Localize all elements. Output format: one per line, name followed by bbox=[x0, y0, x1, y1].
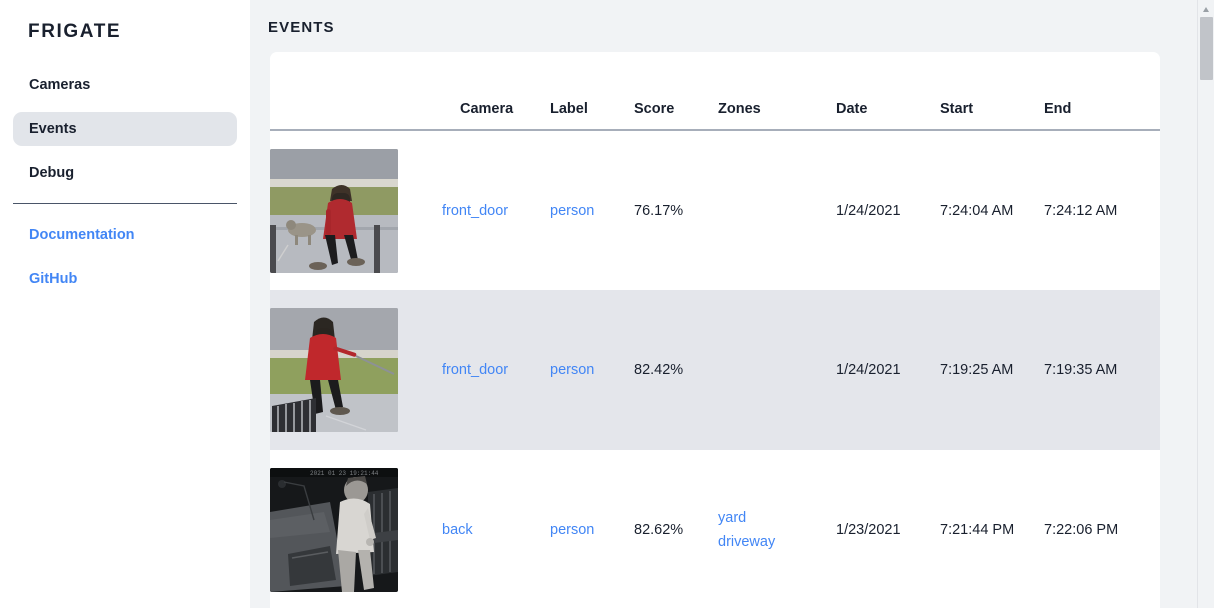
events-table: Camera Label Score Zones Date Start End bbox=[270, 52, 1160, 608]
event-camera-link[interactable]: back bbox=[442, 522, 473, 538]
event-end-cell: 7:19:35 AM bbox=[1044, 290, 1160, 450]
scroll-up-arrow-icon[interactable] bbox=[1198, 0, 1214, 17]
event-date-cell: 1/24/2021 bbox=[836, 202, 901, 219]
event-camera-cell: front_door bbox=[442, 130, 550, 290]
column-header-date: Date bbox=[836, 52, 940, 131]
event-camera-cell: back bbox=[442, 450, 550, 608]
event-score-cell: 76.17% bbox=[634, 202, 684, 219]
sidebar-item-events[interactable]: Events bbox=[13, 112, 237, 146]
event-thumbnail-cell[interactable] bbox=[270, 130, 442, 290]
column-header-zones: Zones bbox=[718, 52, 836, 131]
sidebar: FRIGATE Cameras Events Debug Documentati… bbox=[0, 0, 250, 608]
column-header-thumbnail bbox=[270, 52, 442, 131]
table-row[interactable]: front_door person 76.17% 1/24/2021 7:24:… bbox=[270, 130, 1160, 290]
event-label-link[interactable]: person bbox=[550, 522, 595, 538]
sidebar-link-github[interactable]: GitHub bbox=[29, 271, 78, 287]
events-card: Camera Label Score Zones Date Start End bbox=[270, 52, 1160, 608]
event-start-cell: 7:21:44 PM bbox=[940, 522, 1015, 538]
events-table-head: Camera Label Score Zones Date Start End bbox=[270, 52, 1160, 131]
event-end-cell: 7:22:06 PM bbox=[1044, 522, 1119, 538]
event-zones-cell bbox=[718, 130, 836, 290]
page-title: EVENTS bbox=[268, 19, 335, 36]
event-thumbnail-cell[interactable] bbox=[270, 290, 442, 450]
sidebar-nav: Cameras Events Debug bbox=[0, 68, 250, 190]
event-camera-cell: front_door bbox=[442, 290, 550, 450]
table-header-row: Camera Label Score Zones Date Start End bbox=[270, 52, 1160, 131]
brand-title: FRIGATE bbox=[28, 21, 122, 42]
sidebar-links: Documentation GitHub bbox=[0, 218, 250, 296]
event-label-link[interactable]: person bbox=[550, 202, 595, 219]
column-header-camera: Camera bbox=[442, 52, 550, 131]
event-score-cell: 82.42% bbox=[634, 290, 718, 450]
event-zone-link[interactable]: driveway bbox=[718, 534, 776, 550]
column-header-label: Label bbox=[550, 52, 634, 131]
sidebar-divider bbox=[13, 203, 237, 204]
event-label-cell: person bbox=[550, 450, 634, 608]
event-thumbnail-image[interactable] bbox=[270, 308, 398, 432]
event-camera-link[interactable]: front_door bbox=[442, 202, 509, 219]
page-scrollbar[interactable] bbox=[1197, 0, 1214, 608]
event-end-cell: 7:24:12 AM bbox=[1044, 202, 1118, 219]
column-header-start: Start bbox=[940, 52, 1044, 131]
event-score-cell: 82.62% bbox=[634, 522, 684, 538]
event-date-cell: 1/23/2021 bbox=[836, 522, 901, 538]
sidebar-link-documentation[interactable]: Documentation bbox=[29, 227, 135, 243]
event-zones-cell bbox=[718, 290, 836, 450]
column-header-score: Score bbox=[634, 52, 718, 131]
event-camera-link[interactable]: front_door bbox=[442, 362, 509, 378]
event-thumbnail-cell[interactable]: 2021 01 23 19:21:44 bbox=[270, 450, 442, 608]
event-date-cell: 1/24/2021 bbox=[836, 290, 940, 450]
event-start-cell: 7:24:04 AM bbox=[940, 202, 1014, 219]
events-table-body: front_door person 76.17% 1/24/2021 7:24:… bbox=[270, 130, 1160, 608]
scrollbar-thumb[interactable] bbox=[1200, 17, 1213, 80]
event-thumbnail-image[interactable]: 2021 01 23 19:21:44 bbox=[270, 468, 398, 592]
sidebar-item-debug[interactable]: Debug bbox=[29, 165, 75, 181]
event-start-cell: 7:19:25 AM bbox=[940, 290, 1044, 450]
event-label-cell: person bbox=[550, 290, 634, 450]
event-thumbnail-image[interactable] bbox=[270, 148, 398, 273]
table-row[interactable]: front_door person 82.42% 1/24/2021 7:19:… bbox=[270, 290, 1160, 450]
table-row[interactable]: 2021 01 23 19:21:44 bbox=[270, 450, 1160, 608]
event-zones-cell: yard driveway bbox=[718, 450, 836, 608]
event-label-link[interactable]: person bbox=[550, 362, 595, 378]
event-zone-link[interactable]: yard bbox=[718, 510, 747, 526]
column-header-end: End bbox=[1044, 52, 1160, 131]
event-label-cell: person bbox=[550, 130, 634, 290]
svg-text:2021 01 23 19:21:44: 2021 01 23 19:21:44 bbox=[310, 470, 379, 477]
sidebar-item-cameras[interactable]: Cameras bbox=[29, 77, 91, 93]
